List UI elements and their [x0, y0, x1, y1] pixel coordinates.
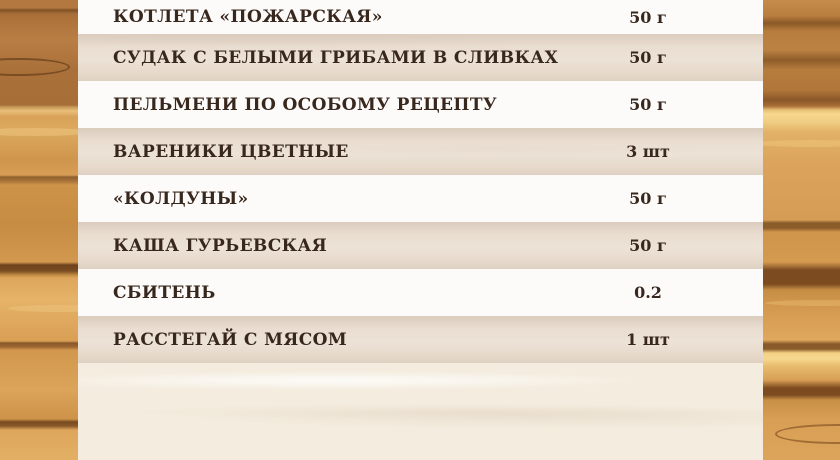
wood-streak	[0, 128, 78, 136]
wood-plank-left	[0, 0, 78, 460]
dish-name: КОТЛЕТА «ПОЖАРСКАЯ»	[113, 7, 383, 27]
wood-streak	[8, 305, 78, 312]
dish-portion: 50 г	[629, 236, 667, 255]
dish-name: «КОЛДУНЫ»	[113, 188, 249, 209]
wood-streak	[765, 300, 840, 306]
dish-portion: 3 шт	[626, 142, 670, 161]
wood-plank-right	[763, 0, 840, 460]
menu-row: СУДАК С БЕЛЫМИ ГРИБАМИ В СЛИВКАХ 50 г	[78, 34, 763, 81]
menu-row: РАССТЕГАЙ С МЯСОМ 1 шт	[78, 316, 763, 363]
dish-name: РАССТЕГАЙ С МЯСОМ	[113, 329, 348, 350]
paper-blank-area	[78, 363, 763, 460]
wood-knot-icon	[775, 424, 840, 444]
menu-row: СБИТЕНЬ 0.2	[78, 269, 763, 316]
dish-name: СБИТЕНЬ	[113, 282, 216, 303]
dish-portion: 1 шт	[626, 330, 670, 349]
dish-name: ВАРЕНИКИ ЦВЕТНЫЕ	[113, 141, 349, 162]
dish-name: СУДАК С БЕЛЫМИ ГРИБАМИ В СЛИВКАХ	[113, 47, 559, 68]
wood-knot-icon	[0, 58, 70, 76]
menu-paper: КОТЛЕТА «ПОЖАРСКАЯ» 50 г СУДАК С БЕЛЫМИ …	[78, 0, 763, 460]
dish-portion: 50 г	[629, 48, 667, 67]
menu-row: КАША ГУРЬЕВСКАЯ 50 г	[78, 222, 763, 269]
dish-portion: 50 г	[629, 7, 667, 27]
wood-streak	[763, 140, 840, 147]
dish-name: ПЕЛЬМЕНИ ПО ОСОБОМУ РЕЦЕПТУ	[113, 94, 498, 115]
menu-row: ПЕЛЬМЕНИ ПО ОСОБОМУ РЕЦЕПТУ 50 г	[78, 81, 763, 128]
dish-portion: 50 г	[629, 189, 667, 208]
menu-row: ВАРЕНИКИ ЦВЕТНЫЕ 3 шт	[78, 128, 763, 175]
menu-row: КОТЛЕТА «ПОЖАРСКАЯ» 50 г	[78, 0, 763, 34]
dish-portion: 50 г	[629, 95, 667, 114]
dish-portion: 0.2	[634, 283, 662, 302]
dish-name: КАША ГУРЬЕВСКАЯ	[113, 235, 328, 256]
menu-row: «КОЛДУНЫ» 50 г	[78, 175, 763, 222]
